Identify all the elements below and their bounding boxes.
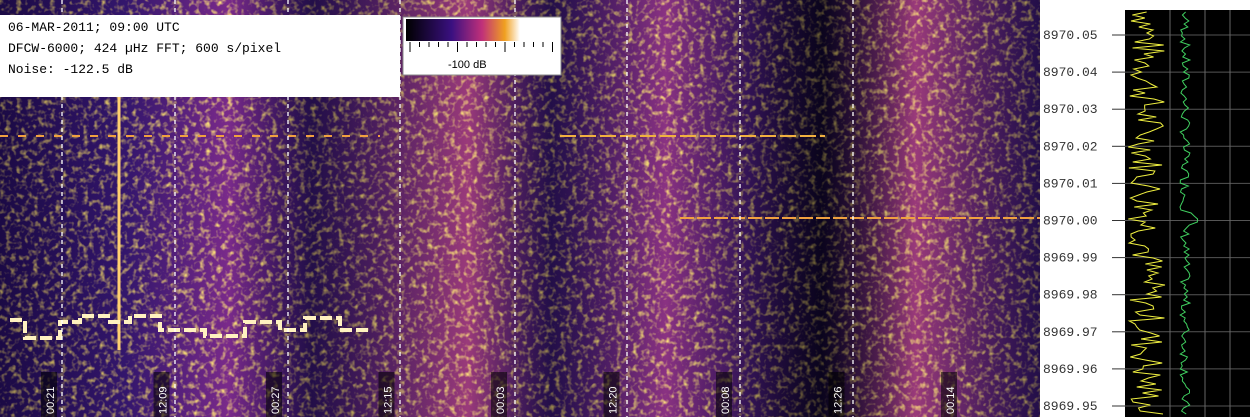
frequency-axis <box>1040 0 1125 417</box>
time-label: 00:27 <box>270 386 282 414</box>
frequency-label: 8970.02 <box>1043 139 1098 154</box>
time-label: 12:26 <box>833 386 845 414</box>
frequency-label: 8969.95 <box>1043 399 1098 414</box>
frequency-label: 8970.03 <box>1043 102 1098 117</box>
screenshot: 00:21 12:09 00:27 12:15 00:03 12:20 00:08 12:26… <box>0 0 1250 417</box>
frequency-label: 8969.99 <box>1043 251 1098 266</box>
info-line: Noise: -122.5 dB <box>8 62 133 77</box>
time-label: 12:20 <box>608 386 620 414</box>
page: 00:21 12:09 00:27 12:15 00:03 12:20 00:08 12:26… <box>0 0 1250 417</box>
time-label: 00:21 <box>45 386 57 414</box>
frequency-label: 8970.05 <box>1043 28 1098 43</box>
frequency-label: 8969.96 <box>1043 362 1098 377</box>
colorbar-label: -100 dB <box>448 59 487 71</box>
frequency-label: 8969.97 <box>1043 325 1098 340</box>
frequency-label: 8970.04 <box>1043 65 1098 80</box>
time-label: 12:15 <box>383 386 395 414</box>
frequency-label: 8969.98 <box>1043 288 1098 303</box>
frequency-label: 8970.01 <box>1043 176 1098 191</box>
colorbar <box>406 19 558 41</box>
time-label: 12:09 <box>158 386 170 414</box>
info-line: DFCW-6000; 424 µHz FFT; 600 s/pixel <box>8 41 281 56</box>
time-label: 00:14 <box>945 386 957 414</box>
frequency-label: 8970.00 <box>1043 214 1098 229</box>
time-label: 00:08 <box>720 386 732 414</box>
info-line: 06-MAR-2011; 09:00 UTC <box>8 20 180 35</box>
time-label: 00:03 <box>495 386 507 414</box>
